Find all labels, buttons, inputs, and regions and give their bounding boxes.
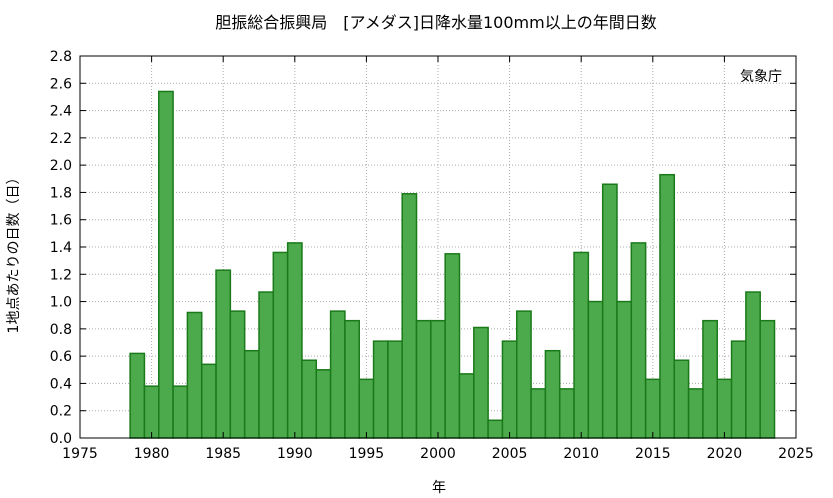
bar-1994	[344, 319, 360, 439]
y-tick-label: 2.0	[50, 158, 72, 174]
bar-2018	[687, 388, 704, 439]
bar-2002	[458, 373, 475, 439]
bar-1986	[229, 310, 246, 439]
x-axis-label: 年	[432, 480, 446, 496]
bar-2021	[730, 340, 747, 439]
bar-2001	[444, 253, 461, 439]
y-axis-label: 1地点あたりの日数（日）	[6, 171, 22, 334]
bar-2016	[659, 173, 676, 439]
bars	[129, 90, 776, 439]
bar-1992	[315, 369, 332, 439]
source-annotation: 気象庁	[740, 69, 782, 85]
y-tick-label: 1.6	[50, 213, 72, 229]
y-tick-label: 1.4	[50, 240, 72, 256]
bar-2019	[702, 319, 718, 439]
bar-2003	[473, 326, 489, 439]
bar-2020	[716, 378, 733, 439]
x-tick-label: 2000	[420, 446, 456, 462]
bar-2009	[558, 388, 575, 439]
bar-2007	[530, 388, 547, 439]
bar-1987	[243, 349, 260, 439]
x-tick-label: 1980	[134, 446, 170, 462]
ticks: 1975 1980 1985 1990 1995 2000 2005 2010 2015 2020…	[50, 49, 814, 462]
y-tick-label: 0.6	[50, 349, 72, 365]
y-tick-label: 2.8	[50, 49, 72, 65]
bar-1988	[258, 291, 275, 439]
bar-1991	[301, 359, 318, 439]
bar-2022	[745, 291, 761, 439]
x-tick-label: 1985	[205, 446, 241, 462]
y-tick-label: 1.8	[50, 185, 72, 201]
bar-2012	[601, 183, 618, 439]
bar-1982	[172, 385, 189, 439]
bar-1990	[286, 242, 303, 439]
x-tick-label: 1990	[277, 446, 313, 462]
bar-2008	[544, 349, 561, 439]
bar-1981	[158, 90, 174, 439]
bar-2004	[487, 419, 504, 439]
x-tick-label: 2025	[778, 446, 814, 462]
bar-1995	[358, 378, 375, 439]
x-tick-label: 2015	[635, 446, 671, 462]
bar-2005	[501, 340, 518, 439]
bar-1983	[186, 311, 203, 439]
bar-2006	[516, 310, 532, 439]
bar-1996	[372, 340, 389, 439]
x-tick-label: 1975	[62, 446, 98, 462]
x-tick-label: 1995	[349, 446, 385, 462]
bar-1999	[415, 319, 432, 439]
bar-1979	[129, 352, 146, 439]
bar-2015	[644, 378, 661, 439]
bar-2023	[759, 319, 776, 439]
bar-2010	[573, 251, 590, 439]
bar-2011	[587, 300, 604, 439]
y-tick-label: 2.4	[50, 104, 72, 120]
y-tick-label: 2.2	[50, 131, 72, 147]
y-tick-label: 0.2	[50, 404, 72, 420]
bar-1997	[387, 340, 403, 439]
y-tick-label: 0.0	[50, 431, 72, 447]
x-tick-label: 2020	[707, 446, 743, 462]
bar-2000	[430, 319, 446, 439]
bar-1998	[401, 193, 418, 439]
y-tick-label: 2.6	[50, 76, 72, 92]
bar-2013	[616, 300, 633, 439]
y-tick-label: 0.4	[50, 376, 72, 392]
bar-1980	[143, 385, 160, 439]
chart-title: 胆振総合振興局 [アメダス]日降水量100mm以上の年間日数	[215, 13, 656, 32]
y-tick-label: 1.2	[50, 267, 72, 283]
bar-1985	[215, 269, 232, 439]
x-tick-label: 2010	[563, 446, 599, 462]
bar-2014	[630, 242, 647, 439]
y-tick-label: 1.0	[50, 295, 72, 311]
bar-1984	[200, 363, 217, 439]
bar-2017	[673, 359, 690, 439]
bar-1993	[329, 310, 346, 439]
y-tick-label: 0.8	[50, 322, 72, 338]
bar-1989	[272, 251, 289, 439]
x-tick-label: 2005	[492, 446, 528, 462]
